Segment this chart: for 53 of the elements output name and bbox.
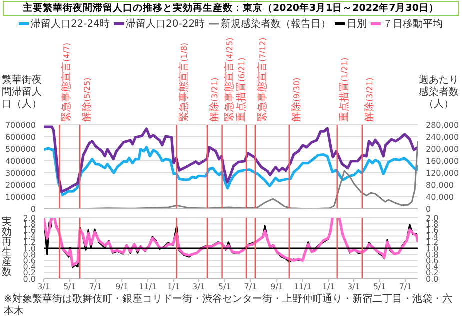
x-tick-label: 9/1	[270, 282, 284, 292]
y2-tick-label: 40,000	[426, 192, 454, 202]
x-tick-label: 5/1	[218, 282, 232, 292]
y2-tick-label: 80,000	[426, 180, 454, 190]
y-tick-label: 500000	[5, 144, 36, 154]
ref-line-label: 緊急事態宣言(4/7)	[60, 42, 73, 122]
y2-tick-label: 0.0	[426, 274, 439, 284]
y-tick-label: 300000	[5, 168, 36, 178]
y2-tick-label: 160,000	[426, 156, 460, 166]
ref-line-label: 重点措置(6/21)	[235, 58, 248, 122]
y2-tick-label: 240,000	[426, 132, 460, 142]
x-tick-label: 5/1	[63, 282, 76, 292]
x-tick-label: 3/1	[347, 282, 360, 292]
y2-axis-title: 週あたり感染者数（人）	[418, 75, 460, 111]
x-tick-label: 7/1	[399, 282, 412, 292]
x-tick-label: 7/1	[244, 282, 258, 292]
y2-tick-label: 120,000	[426, 168, 460, 178]
y2-tick-label: 0	[426, 204, 432, 214]
ref-line-label: 解除(9/30)	[290, 78, 302, 122]
y2-tick-label: 280,000	[426, 120, 460, 130]
y-tick-label: 400000	[5, 156, 36, 166]
y-tick-label: 700000	[5, 120, 36, 130]
chart-title: 主要繁華街夜間滞留人口の推移と実効再生産数：東京（2020年3月1日～2022年7月30日）	[3, 1, 459, 16]
legend-label: 新規感染者数（報告日）	[221, 18, 332, 31]
y-axis-title: 繁華街夜間滞留人口（人）	[2, 75, 43, 111]
ref-line-label: 緊急事態宣言(7/12)	[256, 38, 268, 122]
legend-label: 滞留人口20-22時	[126, 18, 206, 31]
x-tick-label: 11/1	[294, 282, 312, 292]
ref-line-label: 緊急事態宣言(1/8)	[178, 42, 190, 122]
y-tick-label: 200000	[5, 180, 36, 190]
y2-tick-label: 200,000	[426, 144, 460, 154]
text: ※対象繁華街は歌舞伎町・銀座コリドー街・渋谷センター街・上野仲町通り・新宿二丁目・池袋・六本木	[3, 293, 454, 319]
ref-line-label: 解除(3/21)	[363, 78, 376, 122]
y-axis-title: 実効再生産数	[2, 217, 13, 278]
legend-label: ７日移動平均	[383, 18, 444, 31]
x-tick-label: 9/1	[116, 282, 129, 292]
legend-label: 滞留人口22-24時	[30, 18, 110, 31]
y-tick-label: 0	[30, 204, 36, 214]
x-tick-label: 1/1	[322, 282, 336, 292]
ref-line-label: 緊急事態宣言(4/25)	[223, 38, 236, 122]
x-tick-label: 3/1	[192, 282, 206, 292]
legend-label: 日別	[347, 18, 368, 31]
ref-line-label: 重点措置(1/21)	[338, 58, 350, 122]
ref-line-label: 解除(3/21)	[208, 78, 220, 122]
ref-line-label: 解除(5/25)	[81, 78, 94, 122]
y-tick-label: 0.0	[23, 274, 36, 284]
y-tick-label: 600000	[5, 132, 36, 142]
y-tick-label: 100000	[5, 192, 36, 202]
x-tick-label: 7/1	[89, 282, 102, 292]
x-tick-label: 11/1	[139, 282, 157, 292]
x-tick-label: 3/1	[38, 282, 50, 292]
x-tick-label: 1/1	[167, 282, 180, 292]
x-tick-label: 5/1	[373, 282, 386, 292]
